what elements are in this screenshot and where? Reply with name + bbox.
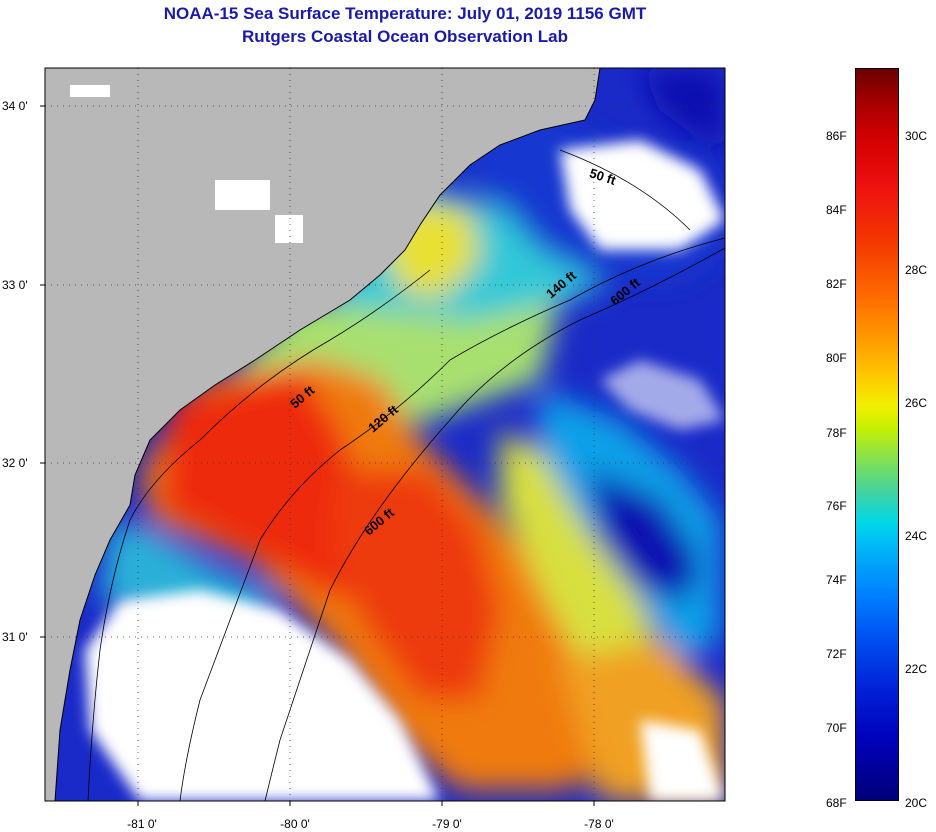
- contour-120ft: [179, 237, 725, 801]
- colorbar-label-72f: 72F: [826, 647, 847, 661]
- colorbar-label-22c: 22C: [905, 662, 928, 676]
- lon-label-79: -79 0': [432, 817, 462, 831]
- colorbar-label-84f: 84F: [826, 203, 847, 217]
- land-mass: [45, 68, 600, 801]
- lat-label-33: 33 0': [2, 278, 28, 292]
- colorbar-label-82f: 82F: [826, 277, 847, 291]
- colorbar-label-20c: 20C: [905, 796, 928, 810]
- map-title: NOAA-15 Sea Surface Temperature: July 01…: [163, 4, 647, 23]
- graticule: [45, 68, 725, 801]
- lat-label-31: 31 0': [2, 630, 28, 644]
- colorbar-label-26c: 26C: [905, 396, 928, 410]
- axis-ticks: [40, 105, 595, 806]
- colorbar-label-30c: 30C: [905, 129, 928, 143]
- map-frame: [44, 67, 726, 802]
- contour-50ft: [87, 149, 691, 801]
- lat-label-32: 32 0': [2, 456, 28, 470]
- lon-label-80: -80 0': [280, 817, 310, 831]
- lon-label-81: -81 0': [127, 817, 157, 831]
- lat-label-34: 34 0': [2, 99, 28, 113]
- lon-label-78: -78 0': [584, 817, 614, 831]
- temperature-colorbar: [855, 68, 899, 801]
- colorbar-label-86f: 86F: [826, 129, 847, 143]
- map-subtitle: Rutgers Coastal Ocean Observation Lab: [242, 27, 568, 46]
- colorbar-label-78f: 78F: [826, 426, 847, 440]
- colorbar-label-70f: 70F: [826, 721, 847, 735]
- colorbar-label-24c: 24C: [905, 529, 928, 543]
- contour-600ft: [264, 247, 725, 801]
- colorbar-label-28c: 28C: [905, 263, 928, 277]
- colorbar-label-76f: 76F: [826, 499, 847, 513]
- colorbar-label-68f: 68F: [826, 796, 847, 810]
- cloud-patches: [70, 85, 303, 243]
- colorbar-label-74f: 74F: [826, 573, 847, 587]
- colorbar-label-80f: 80F: [826, 351, 847, 365]
- coastline: [54, 68, 601, 801]
